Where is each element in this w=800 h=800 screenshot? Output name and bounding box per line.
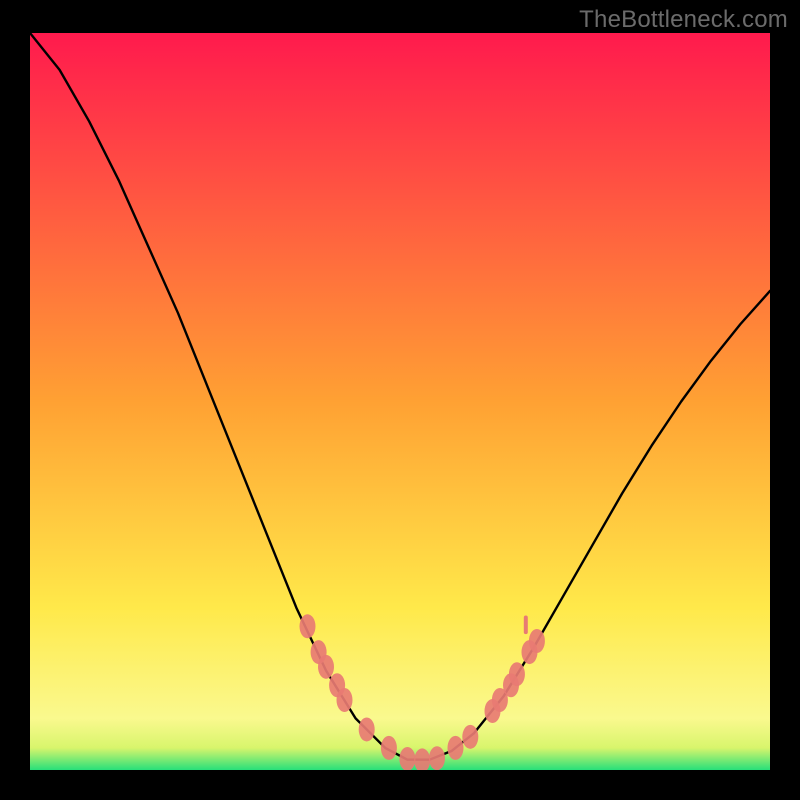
data-marker bbox=[381, 736, 397, 760]
data-marker bbox=[359, 717, 375, 741]
chart-background bbox=[30, 33, 770, 770]
figure-root: TheBottleneck.com bbox=[0, 0, 800, 800]
data-marker bbox=[462, 725, 478, 749]
data-marker bbox=[399, 747, 415, 770]
chart-svg bbox=[30, 33, 770, 770]
data-marker bbox=[429, 746, 445, 770]
data-marker bbox=[300, 614, 316, 638]
data-marker bbox=[318, 655, 334, 679]
data-marker bbox=[529, 629, 545, 653]
plot-area bbox=[30, 33, 770, 770]
data-marker bbox=[509, 662, 525, 686]
watermark-text: TheBottleneck.com bbox=[579, 6, 788, 34]
data-marker bbox=[448, 736, 464, 760]
data-marker bbox=[337, 688, 353, 712]
